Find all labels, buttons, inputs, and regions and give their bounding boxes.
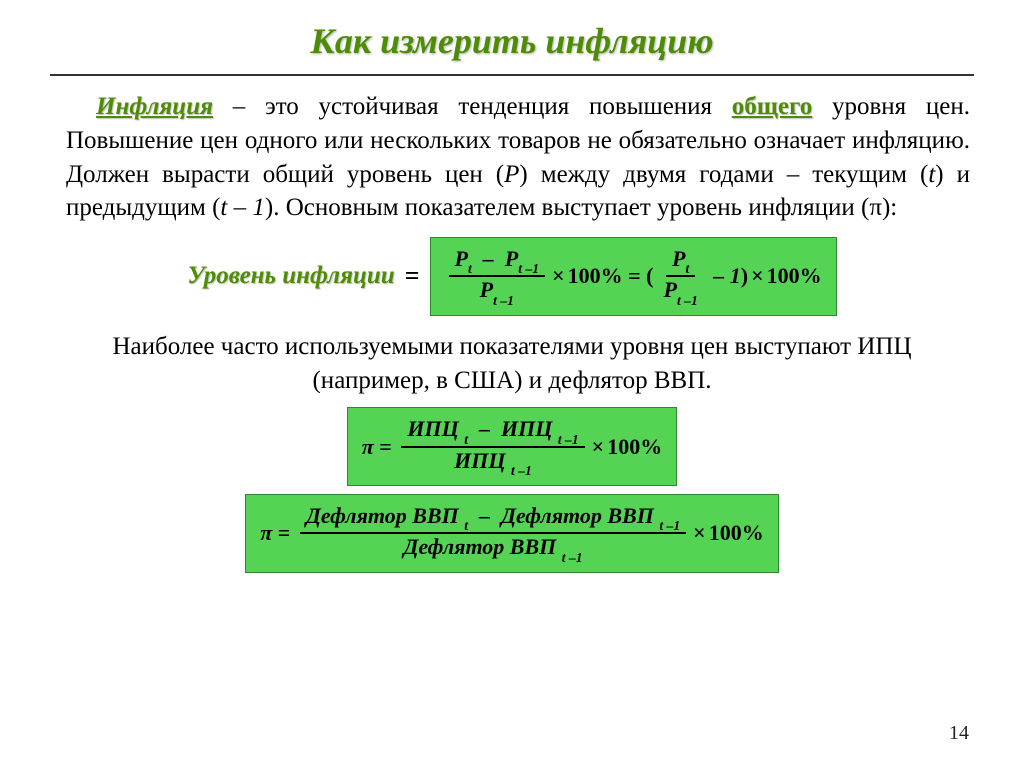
f2-t2: ИПЦ xyxy=(501,416,558,441)
f1-mideq: = xyxy=(628,264,641,288)
f1-den-sub: t –1 xyxy=(493,293,514,308)
indicators-paragraph: Наиболее часто используемыми показателям… xyxy=(60,330,964,398)
f1-times1: × xyxy=(552,264,565,288)
term-overall: общего xyxy=(732,93,812,120)
f2-eq: = xyxy=(379,435,392,459)
f1b-den-p: P xyxy=(664,277,677,302)
f1-sub-tm1: t –1 xyxy=(518,261,539,276)
f1-sub-t: t xyxy=(468,261,472,276)
f2-den-sub: t –1 xyxy=(511,463,532,478)
f1-num-p2: P xyxy=(505,246,518,271)
p1-part1: – это устойчивая тенденция повышения xyxy=(213,93,732,120)
f3-eq: = xyxy=(278,521,291,545)
formula-deflator: π = Дефлятор ВВП t – Дефлятор ВВП t –1 Д… xyxy=(50,494,974,573)
definition-paragraph: Инфляция – это устойчивая тенденция повы… xyxy=(50,90,974,225)
var-p: P xyxy=(504,161,519,188)
f1-minus1: – 1 xyxy=(713,264,741,288)
f1b-num-p: P xyxy=(672,246,685,271)
f2-den: ИПЦ xyxy=(454,448,511,473)
f2-sub-tm1: t –1 xyxy=(558,432,579,447)
term-inflation: Инфляция xyxy=(96,93,213,120)
formula-inflation-rate: Уровень инфляции = Pt – Pt –1 Pt –1 × 10… xyxy=(50,237,974,316)
f1b-sub-t: t xyxy=(685,261,689,276)
f2-times: × xyxy=(592,435,605,459)
f1-close: ) xyxy=(741,264,748,288)
f1-hundred1: 100% xyxy=(568,264,623,288)
formula-cpi: π = ИПЦ t – ИПЦ t –1 ИПЦ t –1 × 100% xyxy=(50,407,974,486)
formula1-eq: = xyxy=(405,261,420,291)
f1-open: ( xyxy=(646,264,653,288)
p1-part5: ). Основным показателем выступает уровен… xyxy=(265,194,897,221)
f3-t2: Дефлятор ВВП xyxy=(501,503,659,528)
f2-minus: – xyxy=(479,416,490,441)
page-number: 14 xyxy=(949,722,969,745)
formula1-box: Pt – Pt –1 Pt –1 × 100% = ( Pt Pt –1 – 1… xyxy=(430,237,837,316)
f1-num-p1: P xyxy=(455,246,468,271)
f1-hundred2: 100% xyxy=(767,264,822,288)
f1-times2: × xyxy=(751,264,764,288)
formula2-frac: ИПЦ t – ИПЦ t –1 ИПЦ t –1 xyxy=(401,416,584,477)
f3-pi: π xyxy=(260,521,272,545)
f2-sub-t: t xyxy=(464,432,468,447)
f3-minus: – xyxy=(479,503,490,528)
slide-title: Как измерить инфляцию xyxy=(50,20,974,62)
formula3-frac: Дефлятор ВВП t – Дефлятор ВВП t –1 Дефля… xyxy=(300,503,686,564)
f2-t1: ИПЦ xyxy=(407,416,464,441)
f1-den-p: P xyxy=(480,277,493,302)
f3-sub-tm1: t –1 xyxy=(659,518,680,533)
var-tm1: t – 1 xyxy=(220,194,264,221)
f3-den: Дефлятор ВВП xyxy=(403,534,561,559)
formula2-box: π = ИПЦ t – ИПЦ t –1 ИПЦ t –1 × 100% xyxy=(347,407,677,486)
formula1-frac1: Pt – Pt –1 Pt –1 xyxy=(449,246,546,307)
f3-den-sub: t –1 xyxy=(562,550,583,565)
f3-t1: Дефлятор ВВП xyxy=(306,503,464,528)
formula3-box: π = Дефлятор ВВП t – Дефлятор ВВП t –1 Д… xyxy=(245,494,778,573)
f3-times: × xyxy=(693,521,706,545)
f1-minus: – xyxy=(483,246,494,271)
f3-hundred: 100% xyxy=(709,521,764,545)
formula1-frac2: Pt Pt –1 xyxy=(658,246,704,307)
f2-pi: π xyxy=(362,435,374,459)
f2-hundred: 100% xyxy=(607,435,662,459)
title-underline xyxy=(50,74,974,76)
formula1-label: Уровень инфляции xyxy=(187,262,394,290)
f1b-den-sub: t –1 xyxy=(677,293,698,308)
p1-part3: ) между двумя годами – текущим ( xyxy=(519,161,928,188)
f3-sub-t: t xyxy=(464,518,468,533)
